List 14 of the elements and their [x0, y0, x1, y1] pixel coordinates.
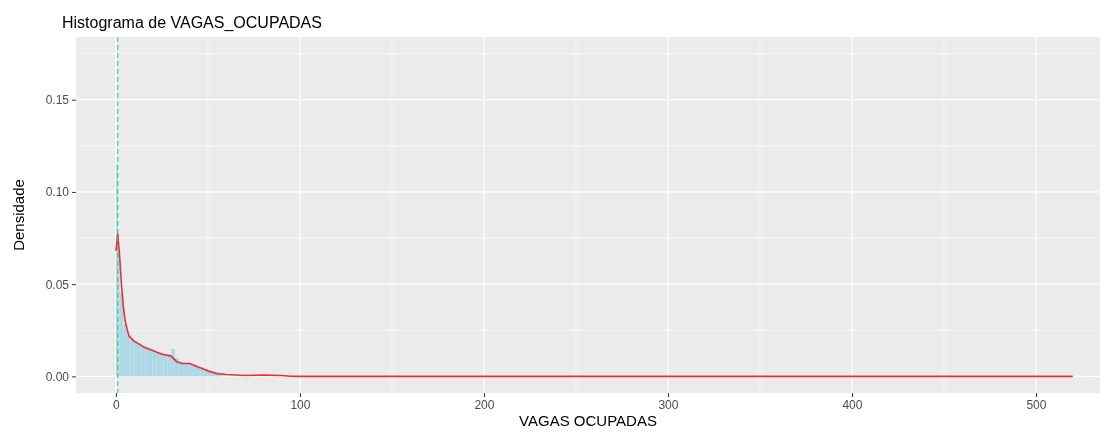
y-tick-label: 0.00	[45, 369, 70, 384]
y-tick-label: 0.05	[45, 277, 70, 292]
y-tick-label: 0.10	[45, 185, 70, 200]
y-tick-label: 0.15	[45, 93, 70, 108]
x-tick-label: 200	[474, 397, 495, 412]
x-tick-label: 400	[842, 397, 863, 412]
x-tick-label: 100	[290, 397, 311, 412]
line-series	[115, 233, 1074, 378]
x-tick-label: 300	[658, 397, 679, 412]
chart-title: Histograma de VAGAS_OCUPADAS	[62, 14, 322, 32]
x-tick-label: 0	[113, 397, 121, 412]
x-axis-title: VAGAS OCUPADAS	[519, 412, 657, 429]
y-axis-title: Densidade	[10, 179, 27, 251]
x-tick-label: 500	[1026, 397, 1047, 412]
